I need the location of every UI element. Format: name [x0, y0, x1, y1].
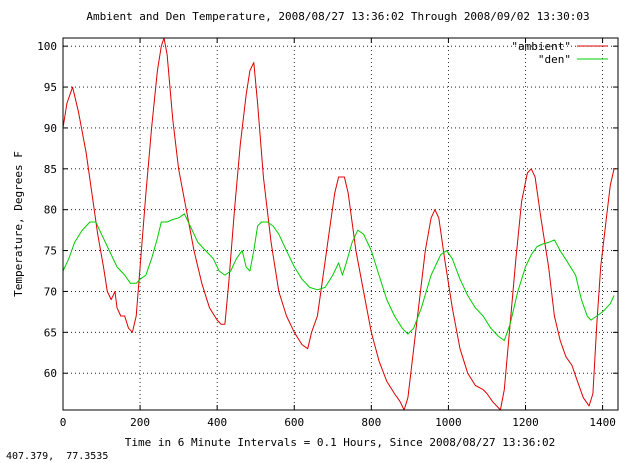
- x-tick-label: 800: [361, 416, 381, 429]
- y-tick-label: 80: [44, 204, 57, 217]
- legend-label: "ambient": [511, 40, 571, 53]
- y-tick-label: 60: [44, 367, 57, 380]
- legend-label: "den": [538, 53, 571, 66]
- x-tick-label: 400: [207, 416, 227, 429]
- y-tick-label: 90: [44, 122, 57, 135]
- x-tick-label: 1200: [512, 416, 539, 429]
- x-tick-label: 1400: [589, 416, 616, 429]
- x-tick-label: 1000: [435, 416, 462, 429]
- plot-frame: [62, 37, 619, 411]
- y-tick-label: 95: [44, 81, 57, 94]
- grid-lines: [62, 38, 618, 410]
- series-lines: [62, 37, 615, 411]
- legend: "ambient""den": [511, 40, 608, 66]
- y-tick-label: 85: [44, 163, 57, 176]
- cursor-coordinate-readout: 407.379, 77.3535: [6, 451, 109, 462]
- x-tick-label: 200: [130, 416, 150, 429]
- chart-title: Ambient and Den Temperature, 2008/08/27 …: [86, 10, 589, 23]
- x-tick-label: 0: [60, 416, 67, 429]
- x-tick-label: 600: [284, 416, 304, 429]
- y-tick-label: 65: [44, 326, 57, 339]
- y-axis-label: Temperature, Degrees F: [12, 151, 25, 297]
- y-tick-label: 100: [37, 40, 57, 53]
- x-axis-label: Time in 6 Minute Intervals = 0.1 Hours, …: [125, 436, 555, 449]
- series-line-den: [62, 213, 615, 341]
- y-tick-label: 75: [44, 245, 57, 258]
- y-tick-label: 70: [44, 285, 57, 298]
- series-line-ambient: [62, 37, 615, 411]
